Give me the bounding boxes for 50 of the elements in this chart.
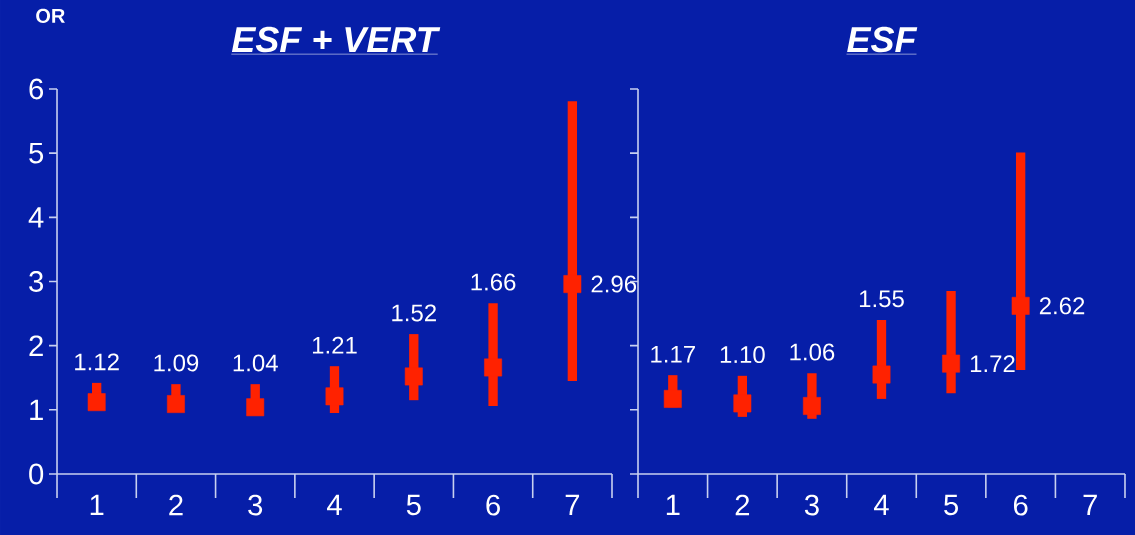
data-label: 1.66 [471,273,516,291]
y-tick-label: 2 [29,335,43,356]
data-label: 2.96 [591,275,637,293]
x-tick-label: 2 [735,494,750,516]
y-tick-label: 0 [29,463,44,485]
data-label: 2.62 [1039,297,1085,315]
point [167,395,185,413]
point [246,398,265,417]
data-label: 1.55 [859,290,904,308]
point [663,389,682,408]
point [404,367,423,386]
x-tick-label: 4 [327,494,342,515]
data-label: 1.12 [75,353,119,371]
point [1011,296,1030,315]
chart-title: ESF [847,26,918,53]
point [563,275,582,293]
x-tick-label: 2 [169,494,183,516]
x-tick-label: 7 [565,494,580,515]
x-tick-label: 6 [486,494,500,516]
chart-title: ESF + VERT [231,26,441,53]
y-axis-title: OR [36,8,65,23]
data-label: 1.04 [233,354,278,372]
x-tick-label: 6 [1013,494,1028,516]
x-tick-label: 4 [874,494,889,515]
y-tick-label: 3 [29,271,44,292]
x-tick-label: 7 [1083,494,1097,515]
point [942,354,960,373]
y-tick-label: 1 [30,399,43,420]
data-label: 1.06 [790,343,835,361]
data-label: 1.72 [970,355,1015,372]
x-tick-label: 3 [804,494,819,516]
x-tick-label: 5 [406,494,421,516]
y-tick-label: 6 [29,78,44,100]
point [87,393,106,412]
x-tick-label: 3 [248,494,263,516]
data-label: 1.17 [651,345,695,363]
point [484,358,503,377]
x-tick-label: 1 [666,494,680,515]
data-label: 1.09 [154,354,199,372]
point [872,365,891,384]
y-tick-label: 4 [28,207,44,228]
x-tick-label: 5 [944,494,958,516]
x-tick-label: 1 [90,494,104,515]
point [325,387,344,406]
data-label: 1.21 [312,336,357,354]
point [733,394,752,413]
y-tick-label: 5 [29,142,44,164]
point [802,397,821,415]
data-label: 1.52 [392,304,436,322]
data-label: 1.10 [720,346,765,364]
